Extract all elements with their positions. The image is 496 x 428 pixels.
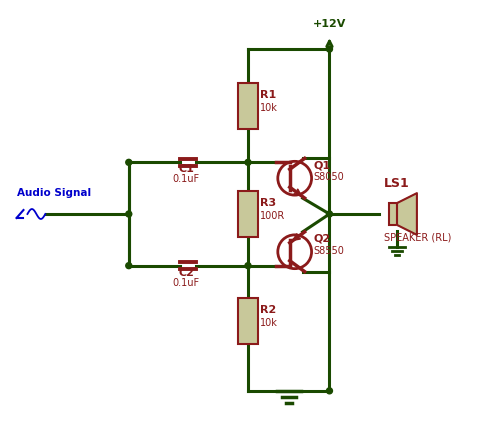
Text: 0.1uF: 0.1uF	[173, 174, 200, 184]
Text: LS1: LS1	[384, 177, 410, 190]
Circle shape	[326, 211, 332, 217]
Text: R3: R3	[260, 198, 276, 208]
Text: +12V: +12V	[313, 19, 346, 29]
Circle shape	[245, 159, 251, 165]
Bar	[238, 83, 258, 128]
Text: Audio Signal: Audio Signal	[16, 188, 91, 198]
Text: 10k: 10k	[260, 103, 278, 113]
Circle shape	[126, 263, 132, 269]
Circle shape	[326, 388, 332, 394]
Circle shape	[126, 211, 132, 217]
Text: S8050: S8050	[313, 172, 344, 182]
Text: Q1: Q1	[313, 160, 331, 170]
Text: C2: C2	[179, 268, 194, 278]
Circle shape	[126, 159, 132, 165]
Text: C1: C1	[179, 164, 194, 174]
Text: 10k: 10k	[260, 318, 278, 328]
Text: S8550: S8550	[313, 246, 344, 256]
Bar	[238, 298, 258, 344]
Text: R1: R1	[260, 90, 276, 100]
Bar	[389, 203, 397, 225]
Text: Q2: Q2	[313, 234, 331, 244]
Text: SPEAKER (RL): SPEAKER (RL)	[384, 233, 451, 243]
Text: R2: R2	[260, 305, 276, 315]
Circle shape	[326, 46, 332, 52]
Polygon shape	[397, 193, 417, 235]
Bar	[238, 191, 258, 237]
Text: 0.1uF: 0.1uF	[173, 277, 200, 288]
Text: 100R: 100R	[260, 211, 285, 221]
Circle shape	[245, 263, 251, 269]
